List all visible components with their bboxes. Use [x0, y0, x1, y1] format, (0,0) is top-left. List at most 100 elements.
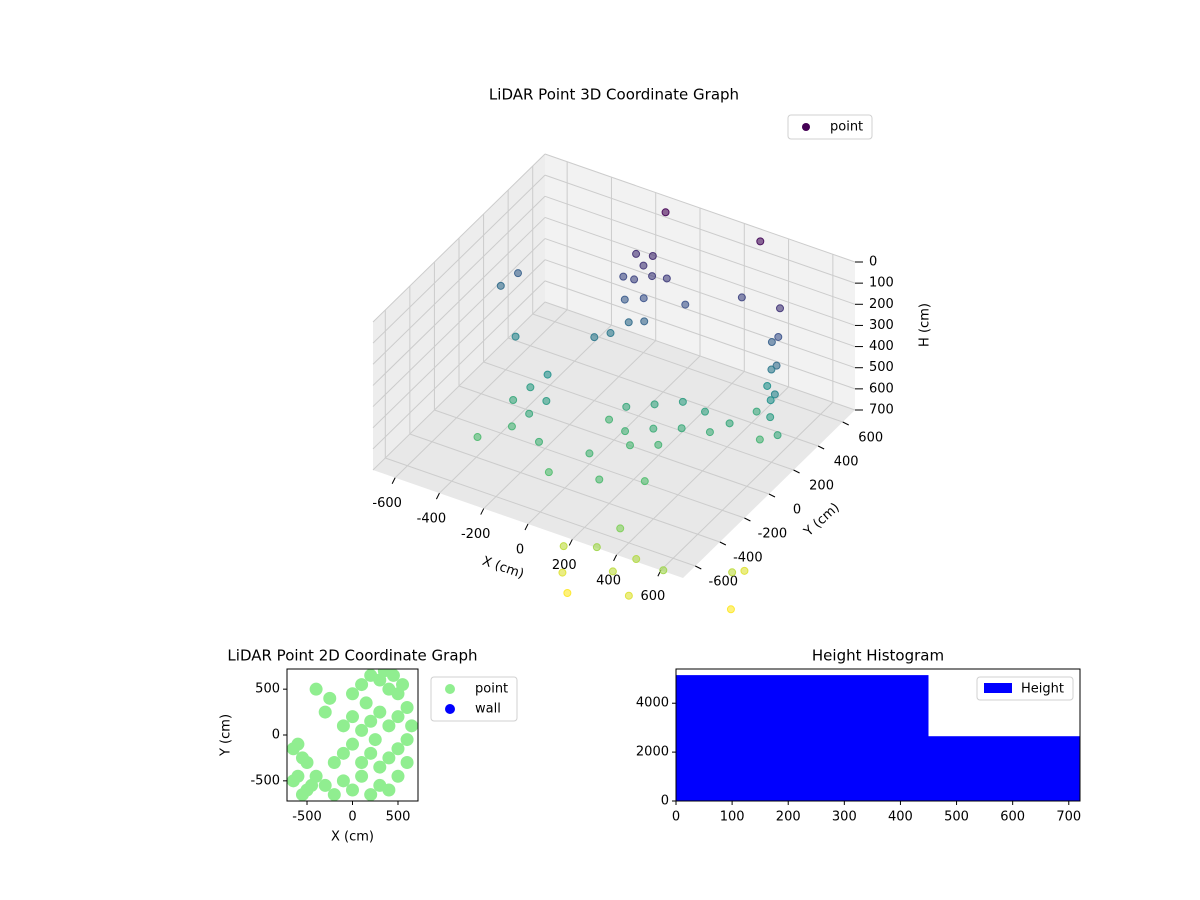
point: [525, 409, 534, 418]
point: [773, 431, 782, 440]
point: [616, 524, 625, 533]
grid-line: [385, 457, 696, 567]
z-tick-label: 600: [869, 381, 894, 396]
tick-mark: [480, 508, 485, 515]
point: [327, 788, 341, 801]
point: [766, 396, 775, 405]
point: [309, 769, 323, 783]
point: [767, 338, 776, 347]
x-tick-label: 0: [348, 810, 356, 825]
grid-line: [372, 153, 546, 323]
tick-mark: [391, 477, 396, 484]
x-tick-label: 500: [386, 810, 411, 825]
point: [776, 304, 784, 313]
grid-line: [544, 216, 856, 326]
point: [514, 269, 522, 278]
point: [391, 742, 405, 756]
point: [737, 293, 746, 302]
y-tick-label: 0: [661, 794, 669, 809]
z-tick-label: 300: [869, 318, 894, 333]
point: [681, 300, 690, 309]
grid-line: [372, 238, 546, 407]
point: [677, 424, 686, 433]
point: [755, 435, 764, 444]
point: [400, 756, 414, 769]
point: [346, 783, 359, 797]
point: [386, 669, 400, 682]
grid-line: [372, 195, 546, 365]
point: [606, 329, 615, 338]
z-tick-label: 0: [869, 255, 877, 270]
point: [772, 361, 781, 370]
point: [382, 783, 396, 797]
legend-marker: [445, 684, 455, 694]
point: [590, 333, 599, 342]
tick-mark: [719, 541, 727, 546]
grid-line: [544, 238, 856, 348]
grid-line: [372, 301, 546, 471]
y-tick-label: 0: [272, 728, 280, 743]
grid-line: [544, 174, 856, 284]
point: [662, 274, 671, 283]
tick-mark: [842, 421, 849, 426]
axes-frame: [675, 668, 1081, 802]
point: [323, 691, 337, 705]
z-tick-label: 500: [869, 360, 894, 375]
point: [632, 249, 641, 258]
point: [300, 756, 314, 769]
point: [640, 317, 649, 326]
x-tick-label: 0: [672, 810, 680, 825]
point: [608, 567, 617, 576]
point: [740, 566, 749, 575]
y-tick-label: 0: [793, 503, 801, 518]
grid-line: [372, 259, 546, 429]
x-tick-label: -600: [372, 496, 402, 511]
point: [756, 237, 765, 246]
point: [654, 440, 663, 449]
grid-line: [434, 409, 745, 519]
point: [770, 390, 779, 399]
y-tick-label: -200: [758, 527, 788, 542]
point: [763, 381, 772, 390]
point: [649, 424, 658, 433]
grid-line: [544, 195, 856, 305]
z-tick-label: 700: [869, 403, 894, 418]
chart-title: LiDAR Point 2D Coordinate Graph: [227, 647, 477, 665]
point: [473, 433, 482, 442]
grid-line: [544, 259, 856, 369]
tick-mark: [435, 492, 440, 500]
point: [701, 407, 709, 416]
tick-mark: [613, 554, 618, 562]
point: [511, 332, 520, 341]
point: [391, 710, 405, 724]
point: [496, 281, 505, 290]
point: [382, 719, 396, 733]
point: [774, 332, 783, 341]
point: [752, 407, 761, 416]
point: [632, 555, 641, 564]
y-tick-label: -400: [733, 551, 763, 566]
point: [509, 396, 518, 404]
point: [526, 383, 535, 392]
tick-mark: [695, 565, 702, 570]
point: [766, 413, 775, 422]
chart-title: Height Histogram: [812, 647, 944, 665]
point: [595, 475, 604, 484]
point: [592, 543, 601, 552]
point: [585, 449, 594, 458]
point: [621, 427, 630, 436]
point: [287, 774, 300, 788]
tick-mark: [568, 539, 573, 546]
x-axis-label: X (cm): [331, 830, 374, 845]
y-tick-label: 500: [255, 682, 280, 697]
point: [648, 272, 657, 281]
point: [336, 746, 350, 760]
point: [295, 788, 309, 801]
grid-line: [372, 217, 546, 386]
x-tick-label: -200: [461, 527, 491, 542]
tick-mark: [524, 523, 529, 531]
point: [559, 542, 568, 551]
point: [291, 737, 305, 751]
point: [400, 701, 414, 714]
